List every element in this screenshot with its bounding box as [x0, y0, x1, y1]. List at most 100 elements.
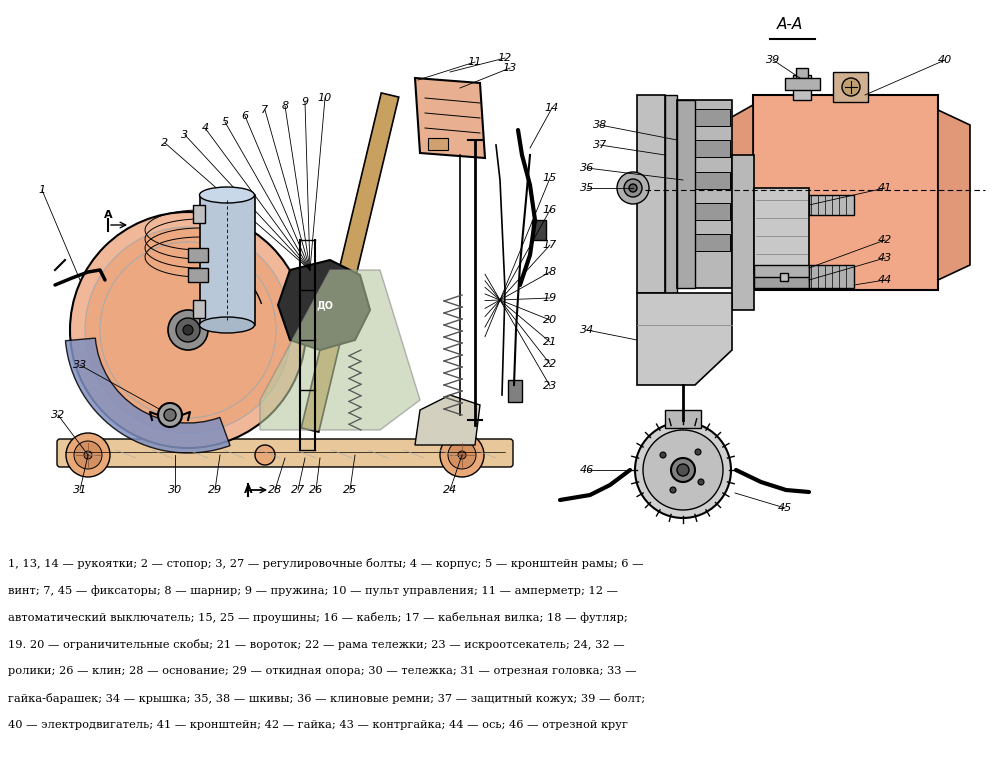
Bar — [200, 195, 255, 325]
Bar — [508, 380, 522, 402]
Text: 45: 45 — [778, 503, 793, 513]
Text: 30: 30 — [168, 485, 182, 495]
Text: 18: 18 — [543, 267, 557, 277]
Bar — [679, 172, 730, 189]
Text: 9: 9 — [302, 97, 309, 107]
Text: 28: 28 — [268, 485, 283, 495]
Bar — [193, 205, 205, 223]
Text: автоматический выключатель; 15, 25 — проушины; 16 — кабель; 17 — кабельная вилка: автоматический выключатель; 15, 25 — про… — [8, 612, 627, 623]
Circle shape — [842, 78, 860, 96]
Text: ДО: ДО — [317, 300, 334, 310]
Text: винт; 7, 45 — фиксаторы; 8 — шарнир; 9 — пружина; 10 — пульт управления; 11 — ам: винт; 7, 45 — фиксаторы; 8 — шарнир; 9 —… — [8, 585, 618, 596]
Bar — [677, 100, 732, 288]
Circle shape — [660, 452, 666, 458]
Text: 3: 3 — [181, 130, 188, 140]
Text: 23: 23 — [543, 381, 557, 391]
Text: 39: 39 — [766, 55, 781, 65]
Text: 40: 40 — [938, 55, 952, 65]
Bar — [780, 273, 788, 281]
Polygon shape — [938, 110, 970, 280]
Bar — [677, 100, 695, 288]
Circle shape — [643, 430, 723, 510]
Circle shape — [164, 409, 176, 421]
Text: 6: 6 — [241, 111, 248, 121]
Bar — [809, 195, 854, 215]
Text: 11: 11 — [468, 57, 482, 67]
Text: 35: 35 — [580, 183, 594, 193]
Bar — [754, 265, 809, 279]
Bar — [732, 155, 754, 310]
Circle shape — [74, 441, 102, 469]
Polygon shape — [415, 395, 480, 445]
Text: 15: 15 — [543, 173, 557, 183]
Text: 8: 8 — [282, 101, 289, 111]
Circle shape — [458, 451, 466, 459]
Text: 2: 2 — [161, 138, 168, 148]
Circle shape — [678, 420, 688, 430]
Circle shape — [448, 441, 476, 469]
Polygon shape — [730, 105, 753, 275]
Circle shape — [100, 242, 276, 418]
Circle shape — [183, 325, 193, 335]
Polygon shape — [260, 270, 420, 430]
Text: 24: 24 — [443, 485, 457, 495]
Ellipse shape — [199, 317, 255, 333]
Polygon shape — [637, 293, 732, 385]
Text: 21: 21 — [543, 337, 557, 347]
Text: 16: 16 — [543, 205, 557, 215]
Bar — [679, 234, 730, 251]
Text: 46: 46 — [580, 465, 594, 475]
Text: гайка-барашек; 34 — крышка; 35, 38 — шкивы; 36 — клиновые ремни; 37 — защитный к: гайка-барашек; 34 — крышка; 35, 38 — шки… — [8, 693, 645, 704]
Bar — [754, 188, 809, 273]
Text: ролики; 26 — клин; 28 — основание; 29 — откидная опора; 30 — тележка; 31 — отрез: ролики; 26 — клин; 28 — основание; 29 — … — [8, 666, 636, 676]
Circle shape — [255, 445, 275, 465]
Circle shape — [671, 458, 695, 482]
Circle shape — [624, 179, 642, 197]
Text: 7: 7 — [262, 105, 269, 115]
Circle shape — [698, 479, 704, 485]
Text: 32: 32 — [51, 410, 65, 420]
Text: 1, 13, 14 — рукоятки; 2 — стопор; 3, 27 — регулировочные болты; 4 — корпус; 5 — : 1, 13, 14 — рукоятки; 2 — стопор; 3, 27 … — [8, 558, 643, 569]
Text: 26: 26 — [309, 485, 323, 495]
Text: 25: 25 — [343, 485, 357, 495]
Polygon shape — [278, 260, 370, 350]
Text: 36: 36 — [580, 163, 594, 173]
Bar — [532, 220, 546, 240]
Bar — [188, 248, 208, 262]
Text: 19. 20 — ограничительные скобы; 21 — вороток; 22 — рама тележки; 23 — искроотсек: 19. 20 — ограничительные скобы; 21 — вор… — [8, 639, 624, 650]
Text: 31: 31 — [73, 485, 87, 495]
Wedge shape — [65, 338, 230, 453]
Bar — [785, 78, 820, 90]
Text: 40 — электродвигатель; 41 — кронштейн; 42 — гайка; 43 — контргайка; 44 — ось; 46: 40 — электродвигатель; 41 — кронштейн; 4… — [8, 720, 628, 730]
Bar — [679, 203, 730, 220]
Text: 38: 38 — [593, 120, 607, 130]
Bar — [193, 300, 205, 318]
Bar — [833, 72, 868, 102]
Text: 37: 37 — [593, 140, 607, 150]
Text: 22: 22 — [543, 359, 557, 369]
Text: A: A — [103, 210, 112, 220]
Circle shape — [158, 403, 182, 427]
Text: 10: 10 — [318, 93, 332, 103]
Text: А-А: А-А — [777, 17, 804, 32]
Circle shape — [617, 172, 649, 204]
Bar — [665, 95, 677, 293]
Bar — [665, 410, 701, 428]
Text: 42: 42 — [878, 235, 892, 245]
Bar — [679, 109, 730, 126]
Circle shape — [677, 464, 689, 476]
Circle shape — [176, 318, 200, 342]
Text: 12: 12 — [498, 53, 512, 63]
Bar — [754, 277, 809, 288]
Text: 4: 4 — [201, 123, 208, 133]
Circle shape — [66, 433, 110, 477]
Circle shape — [440, 433, 484, 477]
Circle shape — [70, 212, 306, 448]
Bar — [679, 140, 730, 157]
Circle shape — [695, 449, 701, 455]
Polygon shape — [302, 93, 399, 432]
Text: 43: 43 — [878, 253, 892, 263]
Circle shape — [168, 310, 208, 350]
Text: 29: 29 — [207, 485, 222, 495]
Text: 34: 34 — [580, 325, 594, 335]
